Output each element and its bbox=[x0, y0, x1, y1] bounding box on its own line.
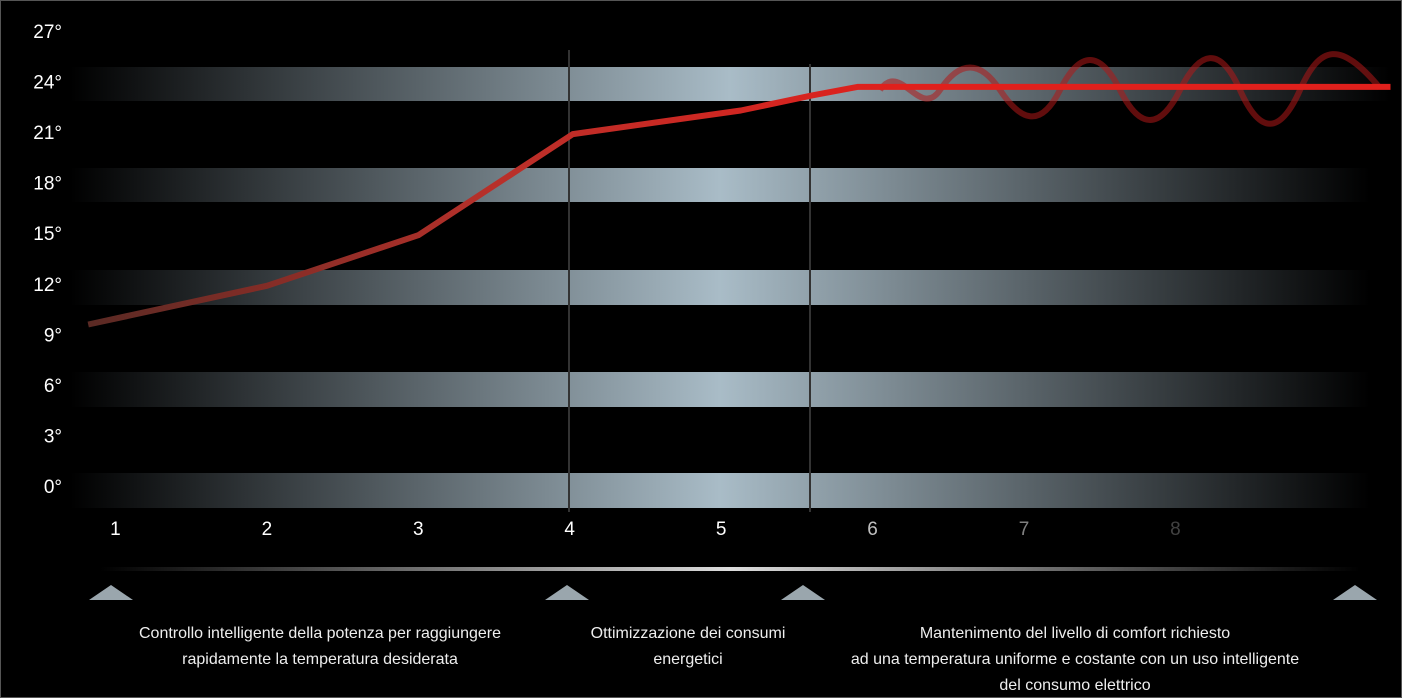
phase-description: ad una temperatura uniforme e costante c… bbox=[851, 651, 1299, 668]
y-tick-label: 0° bbox=[44, 477, 62, 498]
y-tick-label: 27° bbox=[33, 22, 62, 43]
y-tick-label: 21° bbox=[33, 123, 62, 144]
y-tick-label: 3° bbox=[44, 426, 62, 447]
x-tick-label: 6 bbox=[867, 519, 878, 540]
x-tick-label: 7 bbox=[1019, 519, 1030, 540]
x-tick-label: 3 bbox=[413, 519, 424, 540]
phase-description: rapidamente la temperatura desiderata bbox=[182, 651, 458, 668]
phase-description: del consumo elettrico bbox=[999, 677, 1150, 694]
frame bbox=[1, 1, 1402, 698]
y-tick-label: 24° bbox=[33, 73, 62, 94]
x-tick-label: 8 bbox=[1170, 519, 1181, 540]
x-tick-label: 1 bbox=[110, 519, 121, 540]
phase-description: Mantenimento del livello di comfort rich… bbox=[920, 625, 1230, 642]
y-tick-label: 12° bbox=[33, 275, 62, 296]
x-tick-label: 5 bbox=[716, 519, 727, 540]
phase-description: Controllo intelligente della potenza per… bbox=[139, 625, 501, 642]
y-tick-label: 9° bbox=[44, 325, 62, 346]
y-tick-label: 15° bbox=[33, 224, 62, 245]
x-tick-label: 2 bbox=[262, 519, 273, 540]
y-tick-label: 6° bbox=[44, 376, 62, 397]
x-tick-label: 4 bbox=[564, 519, 575, 540]
chart: 0° 3° 6° 9° 12° 15° 18° 21° 24° 27° 1 2 3 4 5 6 7 8 Contro… bbox=[0, 0, 1402, 698]
phase-description: Ottimizzazione dei consumi bbox=[591, 625, 786, 642]
phase-description: energetici bbox=[653, 651, 722, 668]
y-tick-label: 18° bbox=[33, 174, 62, 195]
phase-baseline bbox=[100, 567, 1360, 571]
